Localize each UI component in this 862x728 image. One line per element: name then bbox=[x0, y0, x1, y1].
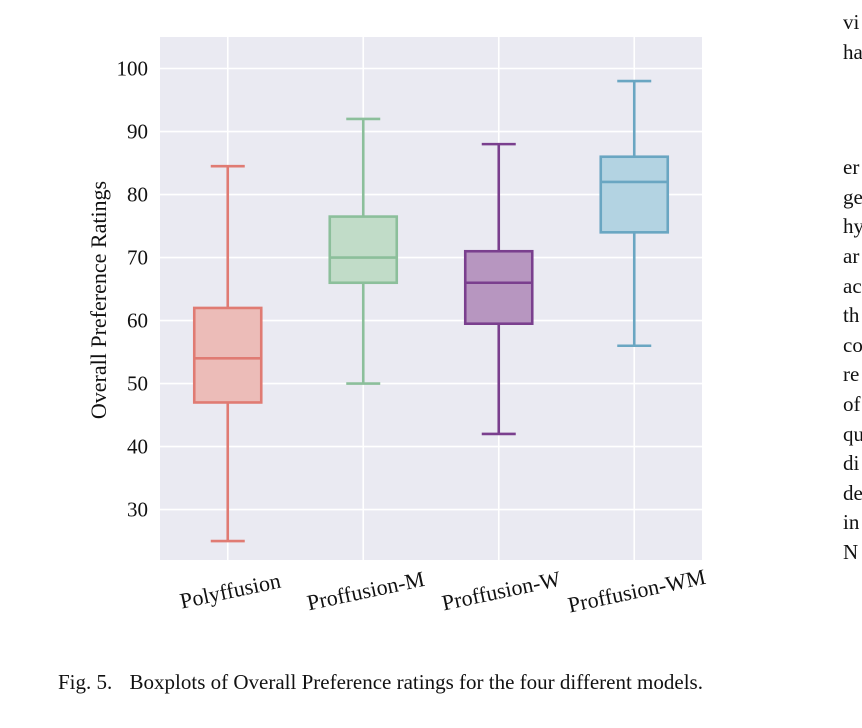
boxes bbox=[192, 79, 670, 543]
side-text-line: di bbox=[843, 451, 860, 476]
side-text-line: hy bbox=[843, 214, 862, 239]
side-text-line: vi bbox=[843, 10, 860, 34]
y-tick-label: 50 bbox=[127, 372, 148, 396]
figure-label: Fig. 5. bbox=[58, 670, 113, 694]
y-tick-label: 90 bbox=[127, 120, 148, 144]
figure-caption: Fig. 5. Boxplots of Overall Preference r… bbox=[58, 670, 703, 695]
side-text-line: N bbox=[843, 539, 859, 564]
box-polyffusion bbox=[192, 164, 263, 543]
y-tick-label: 40 bbox=[127, 435, 148, 459]
box-proffusion-w bbox=[463, 142, 534, 436]
x-axis-ticks: Polyffusion Proffusion-M Proffusion-W Proff… bbox=[178, 564, 708, 618]
iqr-box bbox=[463, 249, 534, 326]
y-tick-label: 30 bbox=[127, 498, 148, 522]
y-axis-label: Overall Preference Ratings bbox=[86, 181, 111, 419]
caption-text: Boxplots of Overall Preference ratings f… bbox=[129, 670, 703, 694]
plot-area bbox=[160, 37, 702, 560]
y-tick-label: 100 bbox=[117, 57, 149, 81]
y-tick-label: 60 bbox=[127, 309, 148, 333]
boxplot-chart: 30 40 50 60 70 80 90 100 Polyffusion Proffusion-… bbox=[86, 37, 708, 618]
side-text-line: re bbox=[843, 362, 860, 387]
y-axis-ticks: 30 40 50 60 70 80 90 100 bbox=[117, 57, 149, 522]
box-proffusion-wm bbox=[599, 79, 670, 348]
iqr-box bbox=[599, 155, 670, 234]
side-text-line: de bbox=[843, 480, 862, 505]
y-tick-label: 80 bbox=[127, 183, 148, 207]
side-text-column: vi ha er ge hy ar ac th co re of qu di d… bbox=[843, 8, 862, 568]
iqr-box bbox=[192, 306, 263, 404]
side-text-line: ac bbox=[843, 273, 862, 298]
side-text-line: of bbox=[843, 391, 861, 416]
side-text-line: th bbox=[843, 303, 860, 328]
side-text-line: in bbox=[843, 510, 860, 535]
side-text-line: er bbox=[843, 155, 860, 180]
x-tick-label: Proffusion-W bbox=[440, 566, 563, 616]
box-proffusion-m bbox=[328, 117, 399, 385]
x-tick-label: Proffusion-WM bbox=[566, 564, 708, 618]
side-text-line: qu bbox=[843, 421, 862, 446]
iqr-box bbox=[328, 215, 399, 285]
side-text-line: co bbox=[843, 332, 862, 357]
side-text-line: ar bbox=[843, 243, 860, 268]
side-text-gap bbox=[843, 67, 862, 153]
y-tick-label: 70 bbox=[127, 246, 148, 270]
x-tick-label: Polyffusion bbox=[178, 568, 283, 614]
x-tick-label: Proffusion-M bbox=[305, 566, 427, 615]
side-text-line: ge bbox=[843, 184, 862, 209]
side-text-line: ha bbox=[843, 39, 862, 64]
